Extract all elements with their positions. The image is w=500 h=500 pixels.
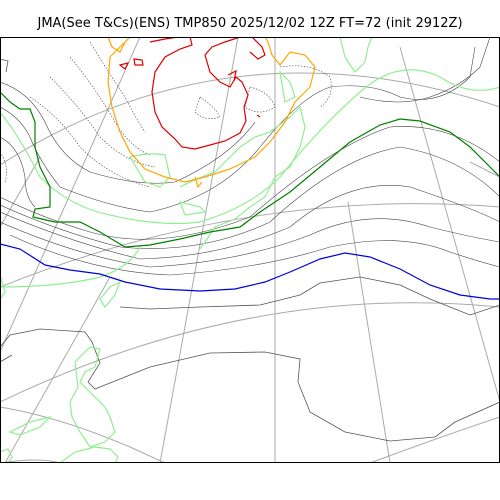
coastline (0, 58, 9, 73)
isotherm-thin (0, 185, 500, 260)
isotherm-orange (194, 176, 203, 189)
isotherm-thin (0, 146, 500, 249)
parallel-line (0, 406, 166, 463)
isotherms-thin (0, 37, 500, 276)
land-outline (59, 446, 119, 463)
coastline (0, 354, 13, 363)
meridian-line (399, 46, 500, 403)
isotherm-red (151, 37, 249, 150)
isotherm-thin (359, 37, 491, 103)
meridian-line (469, 161, 500, 178)
parallel-line (0, 302, 500, 403)
isotherm-dotted (69, 56, 151, 156)
isotherm-green-group (0, 91, 500, 248)
meridian-line (159, 37, 239, 463)
land-outline (279, 70, 296, 103)
isotherm-orange (107, 37, 131, 53)
coastline (119, 276, 500, 316)
land-outline (129, 153, 171, 188)
land-outline (179, 201, 207, 216)
isotherm-dotted (89, 41, 146, 133)
map-panel (0, 37, 500, 463)
isotherm-dotted (194, 96, 221, 119)
isotherm-red (256, 114, 261, 118)
isotherm-light-green (0, 246, 141, 288)
isotherm-orange-group (107, 37, 316, 189)
coastline (0, 328, 500, 442)
land-outline (99, 280, 122, 309)
isotherm-red (118, 62, 130, 70)
land-outline (339, 37, 373, 73)
isotherm-thin (0, 81, 256, 184)
isotherm-dotted (0, 151, 7, 183)
isotherm-blue (0, 243, 500, 300)
isotherm-dotted (29, 96, 151, 188)
isotherm-light-green (0, 69, 500, 225)
land-outline (8, 415, 52, 436)
parallel-line (0, 72, 500, 166)
isotherm-red (249, 37, 266, 60)
isotherm-red (133, 58, 144, 66)
isotherm-thin (0, 218, 500, 268)
meridian-line (0, 156, 41, 228)
isotherm-dotted (244, 86, 276, 113)
isotherm-red (227, 69, 237, 82)
parallel-line (369, 416, 500, 463)
meridian-line (4, 276, 111, 463)
isotherm-thin (0, 136, 36, 208)
coastlines (0, 58, 500, 442)
land-outline (0, 274, 6, 300)
isotherm-dotted (279, 65, 332, 108)
isotherm-orange (107, 37, 316, 183)
isotherm-thin (0, 126, 500, 240)
map-title: JMA(See T&Cs)(ENS) TMP850 2025/12/02 12Z… (37, 16, 463, 31)
isotherm-dotted (49, 76, 156, 168)
isotherm-thin (9, 234, 500, 276)
isotherm-blue-group (0, 243, 500, 300)
isotherms-dotted (0, 41, 332, 188)
isotherm-red-group (118, 37, 266, 150)
land-outline (0, 448, 13, 463)
land-outline (69, 346, 116, 448)
temperature-map (0, 37, 500, 463)
meridian-line (0, 37, 141, 353)
isotherm-green (0, 91, 500, 248)
isotherm-thin (0, 46, 476, 213)
meridian-line (347, 201, 391, 463)
